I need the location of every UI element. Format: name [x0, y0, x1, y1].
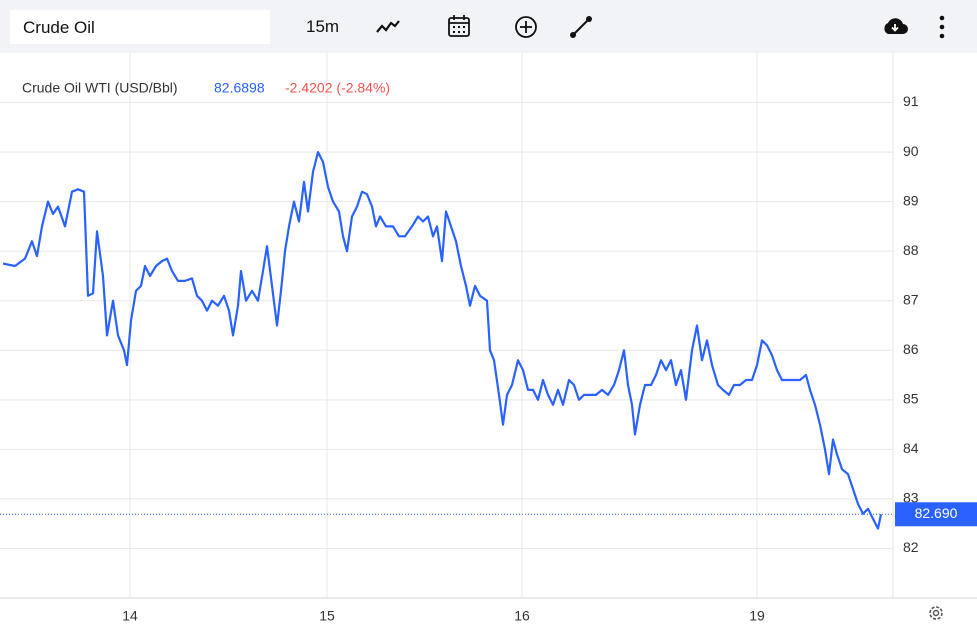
settings-button[interactable]: [929, 606, 943, 620]
y-tick-label: 91: [903, 93, 919, 109]
last-price-badge: [895, 502, 977, 527]
search-box[interactable]: Crude Oil: [10, 10, 270, 44]
price-line: [2, 151, 883, 530]
toolbar: Crude Oil 15m: [0, 0, 977, 53]
legend-title: Crude Oil WTI (USD/Bbl): [22, 80, 178, 96]
legend-price: 82.6898: [214, 80, 265, 96]
last-price-label: 82.690: [915, 505, 958, 521]
y-tick-label: 82: [903, 539, 919, 555]
y-tick-label: 87: [903, 291, 919, 307]
legend-change: -2.4202 (-2.84%): [285, 80, 390, 96]
interval-button[interactable]: 15m: [306, 17, 340, 36]
menu-button[interactable]: [936, 14, 948, 40]
y-tick-label: 85: [903, 391, 919, 407]
x-tick-label: 15: [319, 608, 335, 624]
y-tick-label: 83: [903, 490, 919, 506]
y-tick-label: 84: [903, 440, 919, 456]
x-tick-label: 16: [514, 608, 530, 624]
download-button[interactable]: [881, 15, 909, 37]
y-tick-label: 88: [903, 242, 919, 258]
add-indicator-button[interactable]: [514, 15, 538, 39]
y-tick-label: 89: [903, 192, 919, 208]
x-tick-label: 19: [749, 608, 765, 624]
draw-button[interactable]: [569, 15, 593, 39]
y-tick-label: 86: [903, 341, 919, 357]
y-tick-label: 90: [903, 143, 919, 159]
x-tick-label: 14: [122, 608, 138, 624]
calendar-button[interactable]: [447, 14, 471, 38]
chart: Crude Oil WTI (USD/Bbl) 82.6898 -2.4202 …: [0, 53, 977, 624]
chart-type-button[interactable]: [375, 16, 401, 38]
